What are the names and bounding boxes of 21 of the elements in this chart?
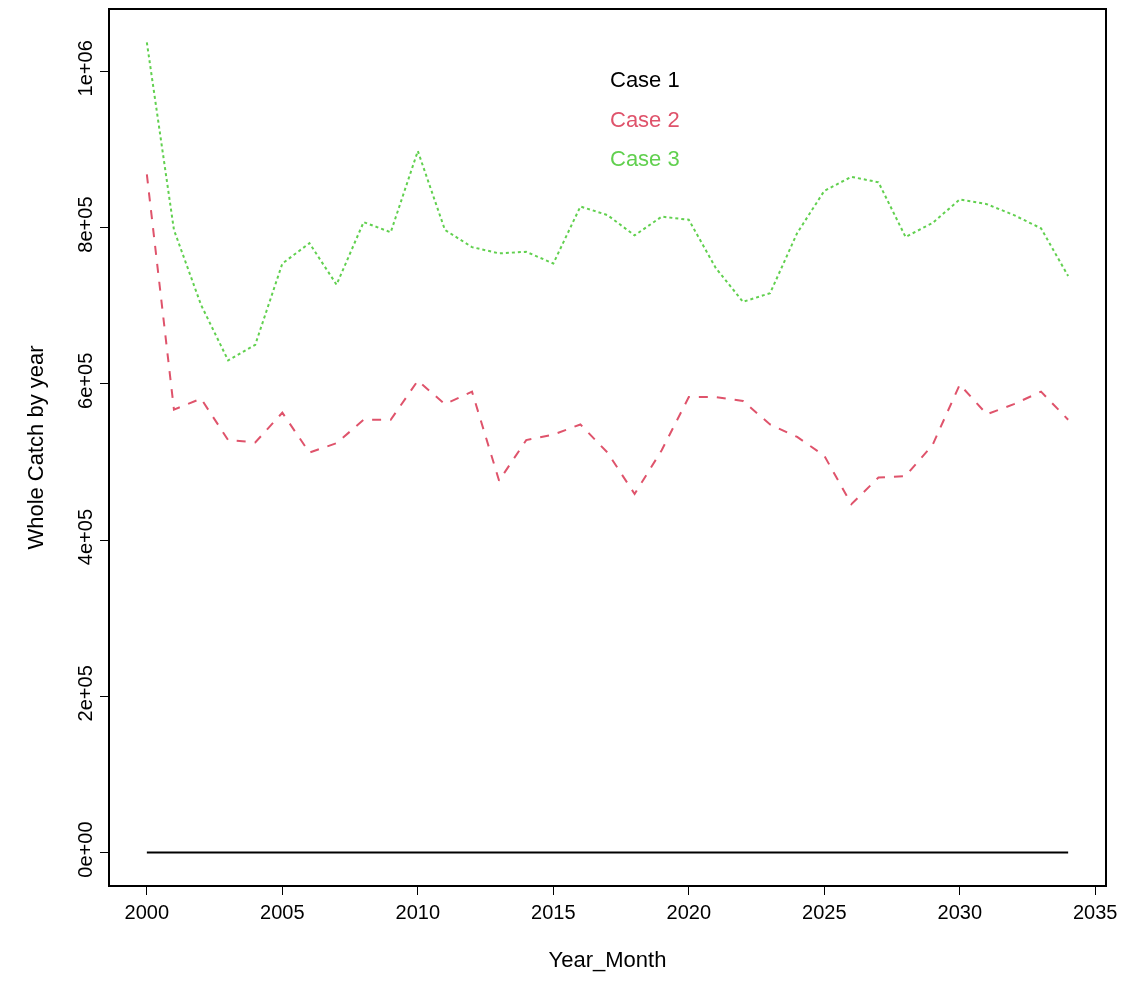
text: Case 2: [610, 107, 680, 132]
y-tick-label: 4e+05: [74, 508, 97, 566]
x-tick-label: 2020: [666, 900, 712, 923]
y-tick-label: 6e+05: [74, 352, 97, 409]
line-series: [145, 173, 1070, 506]
y-tick-label: 0e+00: [74, 821, 97, 878]
x-tick-label: 2030: [937, 900, 983, 923]
text: Case 1: [610, 67, 680, 92]
x-axis-title: Year_Month: [548, 947, 667, 973]
y-tick-label: 8e+05: [74, 196, 97, 253]
x-tick-label: 2000: [124, 900, 170, 923]
y-tick-label: 2e+05: [74, 665, 97, 722]
x-tick-label: 2035: [1073, 900, 1118, 923]
line-series: [145, 41, 1070, 362]
y-tick-label: 1e+06: [74, 40, 97, 97]
y-axis-title: Whole Catch by year: [22, 345, 48, 550]
x-tick-label: 2005: [260, 900, 305, 923]
series-label: Case 3: [610, 146, 680, 171]
x-tick-label: 2010: [395, 900, 441, 923]
x-tick-label: 2025: [802, 900, 847, 923]
x-tick-label: 2015: [531, 900, 576, 923]
